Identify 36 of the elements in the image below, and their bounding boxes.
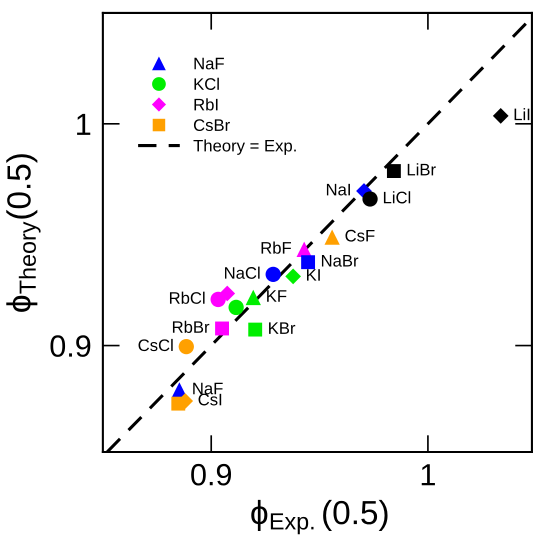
legend-label: Theory = Exp. bbox=[193, 139, 296, 155]
annotation: CsF bbox=[345, 230, 375, 242]
annotation: LiBr bbox=[408, 163, 436, 176]
annotation: KBr bbox=[269, 322, 296, 334]
legend-label: CsBr bbox=[194, 119, 230, 132]
point bbox=[301, 255, 316, 270]
point bbox=[210, 292, 226, 308]
legend-label: KCl bbox=[194, 78, 219, 90]
point bbox=[362, 191, 378, 207]
annotation: CsI bbox=[198, 394, 222, 406]
legend-label: RbI bbox=[194, 98, 218, 111]
annotation: LiI bbox=[514, 108, 530, 120]
point bbox=[492, 108, 509, 124]
annotation: NaF bbox=[193, 382, 223, 394]
annotation: RbBr bbox=[172, 320, 210, 333]
point bbox=[228, 300, 244, 316]
annotation: NaBr bbox=[322, 255, 358, 267]
annotation: RbF bbox=[262, 242, 292, 254]
annotation: NaCl bbox=[225, 266, 260, 279]
annotation: NaI bbox=[326, 184, 350, 196]
y-axis-title: ϕ$_{Theory}$(0.5) bbox=[6, 154, 41, 312]
annotation: CsCl bbox=[138, 338, 173, 352]
annotation: LiCl bbox=[384, 191, 410, 204]
point bbox=[386, 164, 401, 178]
legend-label: NaF bbox=[194, 58, 224, 70]
point bbox=[248, 322, 262, 337]
point bbox=[178, 339, 194, 354]
point bbox=[324, 229, 340, 245]
x-axis-title: ϕ$_{Exp.}$(0.5) bbox=[251, 500, 388, 534]
point bbox=[285, 268, 301, 284]
annotation: KI bbox=[307, 269, 320, 281]
point bbox=[266, 266, 281, 282]
point bbox=[215, 322, 229, 336]
annotation: KF bbox=[267, 290, 286, 302]
point bbox=[246, 290, 261, 306]
annotation: RbCl bbox=[170, 292, 205, 304]
